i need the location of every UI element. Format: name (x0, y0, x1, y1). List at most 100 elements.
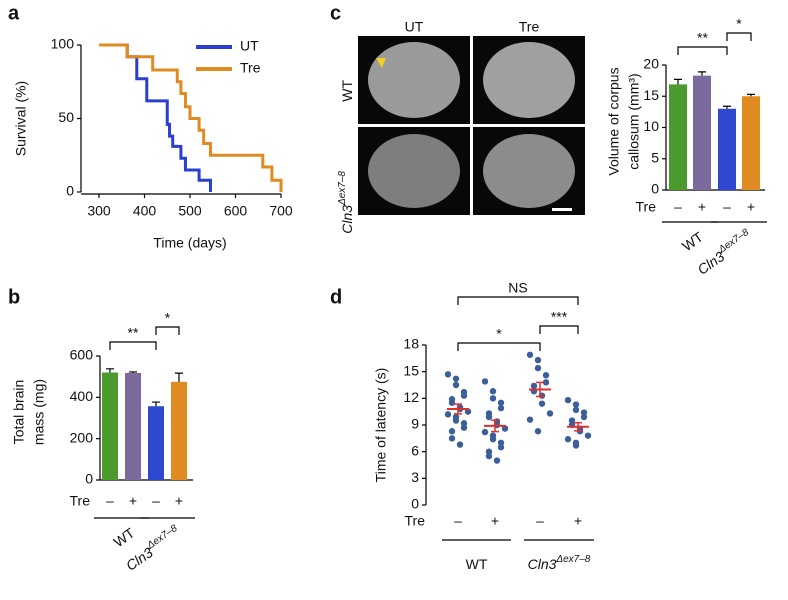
significance-bracket (457, 342, 541, 351)
data-point (448, 435, 456, 442)
y-tick-label: 6 (411, 442, 419, 458)
data-point (444, 371, 452, 378)
panel-letter: c (330, 2, 341, 24)
data-point (444, 411, 452, 418)
significance-label: ** (128, 325, 139, 341)
group-label: WT (466, 556, 488, 572)
y-tick-label: 50 (58, 109, 74, 125)
significance-bracket (109, 341, 157, 350)
data-point (538, 400, 546, 407)
column-label: UT (405, 19, 424, 35)
error-bar (674, 78, 682, 85)
data-point (530, 382, 538, 390)
data-point (584, 432, 592, 439)
group-superscript: Δex7–8 (144, 522, 179, 551)
data-point (546, 410, 554, 417)
group-name: WT (110, 524, 137, 550)
y-tick-label: 12 (403, 389, 419, 405)
data-point (572, 401, 580, 408)
treatment-sign: – (106, 493, 114, 509)
data-point (485, 413, 493, 421)
data-point (460, 392, 468, 399)
survival-line (99, 43, 212, 192)
bar (742, 96, 760, 190)
y-axis-label: Volume of corpus (606, 67, 622, 175)
error-bar (723, 105, 731, 109)
error-bar (698, 71, 706, 76)
data-point (580, 413, 588, 421)
data-point (489, 395, 497, 402)
y-axis-label: Time of latency (s) (373, 368, 389, 483)
group-label: WT (679, 228, 706, 254)
legend-label: UT (240, 38, 259, 54)
y-tick-label: 400 (70, 388, 94, 404)
group-name: WT (339, 80, 355, 102)
treatment-sign: + (491, 513, 499, 529)
y-tick-label: 10 (643, 118, 659, 134)
data-point (448, 428, 456, 435)
brain (368, 42, 460, 118)
x-tick-label: 700 (269, 203, 293, 219)
brain-images (358, 36, 585, 215)
data-point (481, 428, 489, 436)
y-axis-label: mass (mg) (31, 379, 47, 445)
data-point (572, 406, 580, 414)
panel-letter: d (330, 286, 342, 308)
y-tick-label: 3 (411, 469, 419, 485)
treatment-sign: – (454, 513, 462, 529)
treatment-sign: + (747, 199, 755, 215)
y-tick-label: 9 (411, 416, 419, 432)
data-point (481, 378, 489, 385)
data-point (452, 381, 460, 389)
treatment-sign: + (175, 493, 183, 509)
significance-bracket (457, 296, 579, 305)
y-tick-label: 600 (70, 347, 94, 363)
error-bar (175, 372, 183, 382)
x-tick-label: 500 (178, 203, 202, 219)
data-point (564, 396, 572, 404)
legend-label: Tre (240, 60, 261, 76)
data-point (489, 436, 497, 443)
y-tick-label: 15 (403, 362, 419, 378)
x-tick-label: 600 (224, 203, 248, 219)
data-point (456, 441, 464, 448)
y-tick-label: 200 (70, 429, 94, 445)
data-point (452, 417, 460, 424)
panel-letter: b (8, 286, 20, 308)
data-point (501, 425, 509, 432)
data-point (542, 372, 550, 379)
data-point (489, 388, 497, 395)
treatment-sign: – (674, 199, 682, 215)
data-point (526, 351, 534, 358)
error-bar (536, 381, 544, 398)
group-name: Cln3 (339, 205, 355, 234)
bar (171, 381, 187, 480)
significance-bracket (539, 325, 579, 334)
error-bar (129, 371, 137, 373)
significance-bracket (677, 46, 728, 55)
panel-letter: a (8, 2, 20, 24)
treatment-sign: – (152, 493, 160, 509)
data-point (526, 416, 534, 423)
significance-label: NS (508, 280, 527, 296)
treatment-label: Tre (70, 493, 91, 509)
significance-bracket (155, 326, 180, 335)
data-point (534, 364, 542, 372)
brain (483, 134, 575, 208)
data-point (452, 375, 460, 382)
group-label: Cln3Δex7–8 (693, 226, 755, 277)
error-bar (491, 419, 499, 433)
significance-bracket (726, 32, 752, 41)
column-label: Tre (519, 19, 540, 35)
significance-label: * (736, 16, 742, 32)
data-point (534, 428, 542, 435)
bar (102, 372, 118, 480)
x-axis-label: Time (days) (153, 235, 226, 251)
data-point (534, 356, 542, 364)
group-label: Cln3Δex7–8 (337, 171, 355, 234)
bar (125, 372, 141, 480)
group-label: Cln3Δex7–8 (528, 554, 591, 572)
y-tick-label: 0 (651, 181, 659, 197)
group-name: WT (679, 228, 706, 254)
brain (483, 42, 575, 118)
